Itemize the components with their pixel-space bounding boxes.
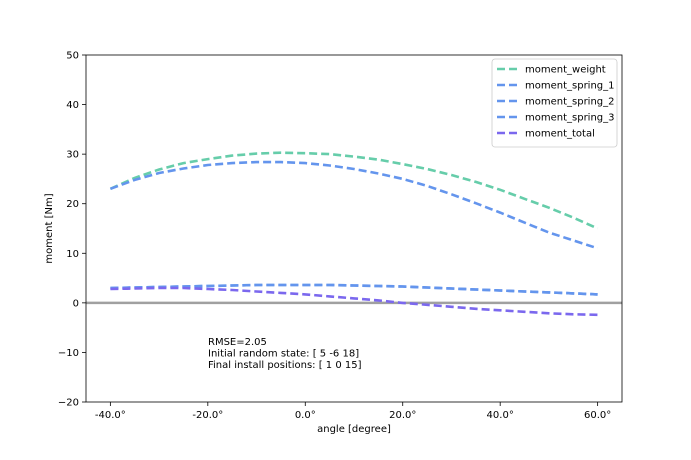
plot-area xyxy=(85,54,623,403)
x-tick-label: 0.0° xyxy=(295,410,316,421)
series-line-moment-total xyxy=(110,286,598,317)
legend-label: moment_spring_1 xyxy=(525,81,615,92)
y-tick-label: −20 xyxy=(58,398,79,409)
x-tick-label: 20.0° xyxy=(389,410,416,421)
legend-label: moment_total xyxy=(525,129,595,140)
y-tick-label: 10 xyxy=(66,249,79,260)
x-tick-label: 60.0° xyxy=(584,410,611,421)
x-tick-label: 40.0° xyxy=(487,410,514,421)
legend-label: moment_weight xyxy=(525,65,606,76)
y-tick-label: 40 xyxy=(66,100,79,111)
y-tick-label: −10 xyxy=(58,348,79,359)
series-line-moment-spring-3 xyxy=(109,160,599,250)
x-axis: -40.0° -20.0° 0.0° 20.0° 40.0° 60.0° xyxy=(95,402,611,421)
y-tick-label: 20 xyxy=(66,199,79,210)
y-axis-label: moment [Nm] xyxy=(44,193,55,263)
series-line-moment-spring-2 xyxy=(110,283,598,296)
series-line-moment-weight xyxy=(109,151,599,230)
axes-frame xyxy=(85,54,623,403)
legend: moment_weight moment_spring_1 moment_sprin… xyxy=(491,58,618,148)
legend-box xyxy=(491,58,618,148)
x-tick-label: -20.0° xyxy=(192,410,223,421)
x-tick-label: -40.0° xyxy=(95,410,126,421)
legend-label: moment_spring_3 xyxy=(525,113,615,124)
x-axis-label: angle [degree] xyxy=(317,424,391,435)
y-tick-label: 30 xyxy=(66,150,79,161)
y-axis: −20 −10 0 10 20 30 40 50 xyxy=(58,51,86,409)
y-tick-label: 0 xyxy=(73,298,79,309)
annotation-text: RMSE=2.05 Initial random state: [ 5 -6 1… xyxy=(208,337,362,371)
annotation-install-positions: Final install positions: [ 1 0 15] xyxy=(208,360,362,371)
legend-label: moment_spring_2 xyxy=(525,97,615,108)
y-tick-label: 50 xyxy=(66,51,79,62)
annotation-rmse: RMSE=2.05 xyxy=(208,337,267,348)
annotation-initial-state: Initial random state: [ 5 -6 18] xyxy=(208,349,359,360)
